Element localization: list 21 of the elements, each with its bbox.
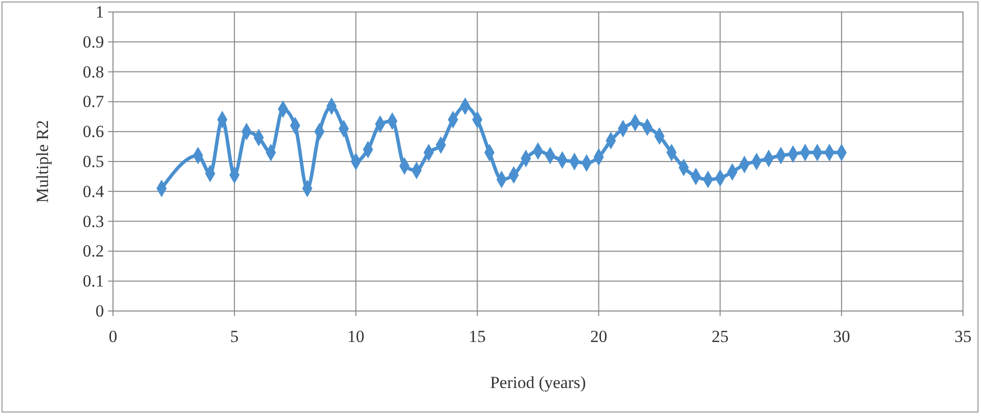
y-tick-label: 0.6 (82, 122, 104, 142)
y-tick-label: 0.3 (82, 212, 104, 231)
y-tick-label: 0.5 (82, 152, 104, 171)
x-tick-label: 15 (468, 327, 486, 346)
y-tick-label: 1 (96, 2, 104, 22)
x-tick-label: 0 (108, 327, 118, 346)
y-tick-label: 0.8 (82, 62, 104, 82)
y-axis-title: Multiple R2 (33, 120, 52, 203)
x-axis-title: Period (years) (490, 373, 586, 392)
x-tick-label: 35 (954, 327, 972, 346)
y-tick-label: 0 (96, 301, 104, 320)
x-tick-label: 10 (347, 327, 364, 346)
x-tick-label: 30 (833, 327, 850, 346)
x-tick-label: 20 (590, 327, 608, 346)
x-tick-label: 25 (712, 327, 729, 346)
y-tick-label: 0.7 (82, 92, 104, 112)
y-tick-label: 0.4 (82, 182, 104, 201)
x-tick-label: 5 (230, 327, 239, 346)
y-tick-label: 0.9 (82, 32, 104, 52)
y-tick-label: 0.2 (82, 242, 104, 261)
y-tick-label: 0.1 (82, 272, 104, 291)
